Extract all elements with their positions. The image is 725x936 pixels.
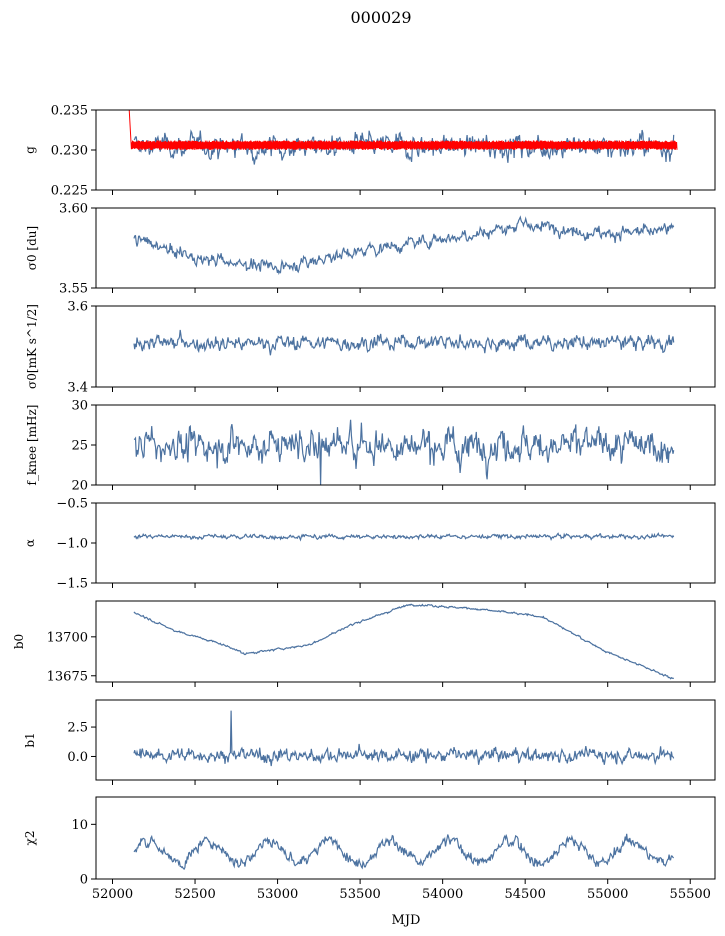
y-tick-label: −1.0 [56,537,88,552]
series-line-1 [133,329,675,356]
y-tick-label: 20 [71,479,88,494]
y-tick-label: 0 [80,873,88,888]
x-axis-label: MJD [392,913,421,928]
y-tick-label: 13675 [47,669,88,684]
y-tick-label: −1.5 [56,577,88,592]
panel-2: 3.55 3.60 σ0 [du] [25,202,716,297]
x-tick-label: 54000 [422,887,463,902]
y-tick-label: 2.5 [67,721,88,736]
axes-frame [95,305,716,388]
y-axis-label: σ0[mK s^1/2] [25,304,39,389]
y-axis-label: b0 [12,634,26,649]
series-line-1 [133,710,675,767]
axes-frame [95,502,716,584]
figure-title: 000029 [350,8,411,27]
y-tick-label: 30 [71,399,88,414]
series-line-1 [133,833,674,870]
axes-frame [95,207,716,289]
series-line-1 [133,603,675,680]
panel-6: 13675 13700 b0 [12,600,716,687]
series-line-1 [133,532,675,542]
series-line-2 [128,110,678,151]
panel-7: 0.0 2.5 b1 [23,699,716,785]
panel-5: −1.5 −1.0 −0.5 α [23,497,716,592]
y-axis-label: f_knee [mHz] [25,405,39,486]
panels: 0.225 0.230 0.235 g 3.55 3.60 σ0 [du] 3.4 3.6 σ0[… [12,104,716,902]
y-axis-label: g [23,146,37,154]
series-line-1 [133,215,675,275]
x-tick-label: 54500 [504,887,545,902]
panel-8: 0 10 52000 52500 53000 53500 54000 54500 55000 55… [23,796,716,902]
x-tick-label: 55000 [587,887,628,902]
y-axis-label: σ0 [du] [25,226,39,270]
y-tick-label: 0.230 [51,144,88,159]
y-tick-label: 3.60 [59,202,88,217]
y-axis-label: α [23,539,37,547]
y-axis-label: b1 [23,732,37,747]
series-line-1 [133,419,675,485]
axes-frame [95,796,716,880]
panel-1: 0.225 0.230 0.235 g [23,104,716,199]
y-tick-label: 3.55 [59,282,88,297]
y-tick-label: 25 [71,439,88,454]
x-tick-label: 53500 [339,887,380,902]
y-tick-label: 10 [71,818,88,833]
y-tick-label: −0.5 [56,497,88,512]
axes-frame [95,699,716,781]
x-tick-label: 52000 [92,887,133,902]
axes-frame [95,600,716,683]
y-tick-label: 0.225 [51,184,88,199]
panel-4: 20 25 30 f_knee [mHz] [25,399,716,494]
y-tick-label: 0.0 [67,750,88,765]
y-tick-label: 3.4 [67,381,88,396]
y-tick-label: 13700 [47,630,88,645]
y-tick-label: 0.235 [51,104,88,119]
y-tick-label: 3.6 [67,300,88,315]
x-tick-label: 53000 [257,887,298,902]
y-axis-label: χ2 [23,831,37,846]
x-tick-label: 55500 [670,887,711,902]
panel-3: 3.4 3.6 σ0[mK s^1/2] [25,300,716,396]
x-tick-label: 52500 [174,887,215,902]
